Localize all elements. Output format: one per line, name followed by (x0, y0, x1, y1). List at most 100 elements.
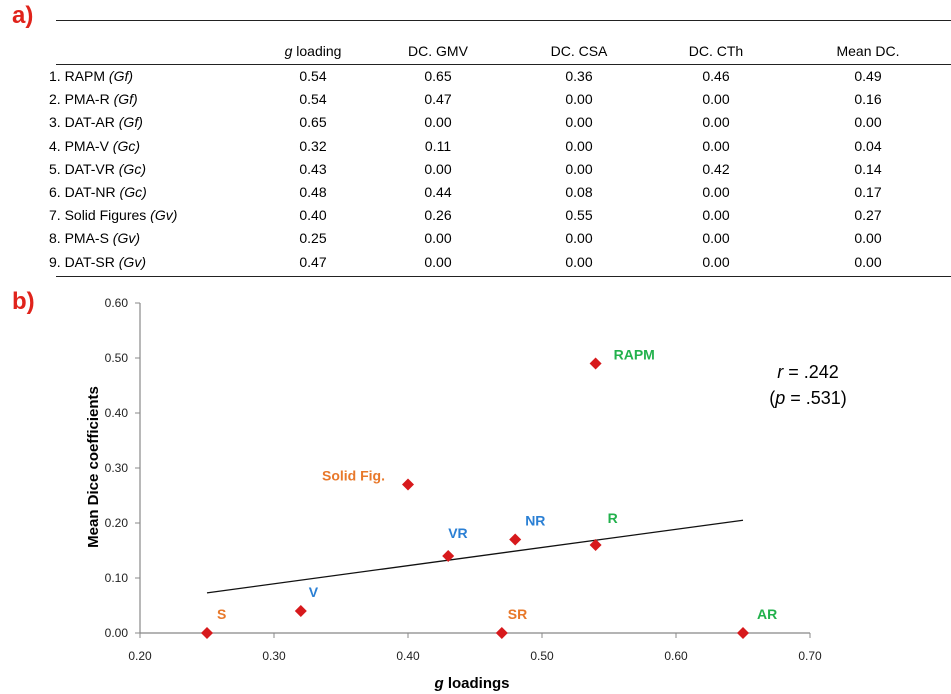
table-cell: 0.16 (854, 91, 882, 108)
row-label: 1. RAPM (Gf) (49, 68, 134, 84)
table-cell: 0.42 (702, 160, 730, 177)
table-cell: 0.00 (854, 230, 882, 247)
data-point (442, 550, 455, 562)
column-header: DC. GMV (408, 43, 468, 59)
x-tick-label: 0.50 (530, 649, 554, 663)
table-cell: 0.00 (565, 114, 593, 131)
table-cell: 0.25 (299, 230, 327, 247)
table-cell: 0.08 (565, 184, 593, 200)
table-cell: 0.00 (424, 253, 452, 270)
table-cell: 0.32 (299, 137, 327, 154)
table-cell: 0.00 (854, 114, 882, 131)
point-label: NR (525, 513, 545, 529)
table-cell: 0.00 (702, 91, 730, 108)
table-cell: 0.65 (299, 114, 327, 131)
x-axis-label: g loadings (433, 675, 509, 692)
y-axis-label: Mean Dice coefficients (85, 386, 102, 548)
row-label: 9. DAT-SR (Gv) (49, 253, 146, 270)
y-tick-label: 0.00 (105, 626, 129, 640)
data-point (201, 627, 213, 639)
y-tick-label: 0.50 (105, 351, 129, 365)
table-cell: 0.48 (299, 184, 327, 200)
table-cell: 0.00 (702, 230, 730, 247)
point-label: VR (448, 525, 467, 541)
data-point (402, 478, 414, 491)
table-cell: 0.00 (565, 137, 593, 154)
table-cell: 0.55 (565, 207, 593, 224)
table-bottom-rule (56, 276, 951, 277)
table-cell: 0.00 (702, 137, 730, 154)
table-cell: 0.00 (565, 230, 593, 247)
panel-b-label: b) (12, 288, 35, 315)
table-cell: 0.00 (424, 114, 452, 131)
table-cell: 0.00 (854, 253, 882, 270)
table-cell: 0.54 (299, 68, 327, 84)
table-cell: 0.14 (854, 160, 882, 177)
table-cell: 0.36 (565, 68, 593, 84)
column-header: Mean DC. (836, 43, 900, 59)
row-label: 2. PMA-R (Gf) (49, 91, 138, 108)
row-label: 5. DAT-VR (Gc) (49, 160, 146, 177)
x-tick-label: 0.20 (128, 649, 152, 663)
table-cell: 0.00 (702, 207, 730, 224)
data-point (589, 357, 602, 370)
row-label: 4. PMA-V (Gc) (49, 137, 141, 154)
table-cell: 0.00 (702, 114, 730, 131)
table-cell: 0.54 (299, 91, 327, 108)
data-point (495, 627, 508, 639)
point-label: SR (508, 606, 527, 622)
data-point (737, 627, 749, 639)
y-tick-label: 0.20 (105, 516, 129, 530)
table-top-rule (56, 20, 951, 21)
table-cell: 0.17 (854, 184, 882, 200)
panel-a-label: a) (12, 2, 34, 29)
column-header: DC. CSA (550, 43, 608, 59)
table-cell: 0.00 (565, 253, 593, 270)
table-cell: 0.11 (424, 137, 452, 154)
point-label: R (608, 510, 618, 526)
column-header: g loading (284, 43, 342, 59)
table-cell: 0.26 (424, 207, 452, 224)
x-tick-label: 0.30 (262, 649, 286, 663)
table-header-rule (56, 64, 951, 65)
table-cell: 0.43 (299, 160, 327, 177)
y-tick-label: 0.10 (105, 571, 129, 585)
row-label: 6. DAT-NR (Gc) (49, 184, 147, 200)
data-point (589, 539, 602, 551)
row-label: 7. Solid Figures (Gv) (49, 207, 178, 224)
table-cell: 0.65 (424, 68, 452, 84)
table-cell: 0.00 (424, 230, 452, 247)
table-cell: 0.04 (854, 137, 882, 154)
column-header: DC. CTh (688, 43, 744, 59)
table-cell: 0.27 (854, 207, 882, 224)
row-label: 3. DAT-AR (Gf) (49, 114, 143, 131)
point-label: RAPM (614, 347, 655, 363)
x-tick-label: 0.70 (798, 649, 822, 663)
table-cell: 0.49 (854, 68, 882, 84)
table-cell: 0.47 (299, 253, 327, 270)
table-cell: 0.47 (424, 91, 452, 108)
table-cell: 0.00 (565, 160, 593, 177)
row-label: 8. PMA-S (Gv) (49, 230, 141, 247)
table-cell: 0.00 (424, 160, 452, 177)
table-cell: 0.00 (702, 253, 730, 270)
y-tick-label: 0.30 (105, 461, 129, 475)
table-cell: 0.40 (299, 207, 327, 224)
point-label: AR (757, 606, 777, 622)
x-tick-label: 0.40 (396, 649, 420, 663)
point-label: S (217, 606, 226, 622)
table-cell: 0.46 (702, 68, 730, 84)
table-cell: 0.44 (424, 184, 452, 200)
x-tick-label: 0.60 (664, 649, 688, 663)
table-cell: 0.00 (565, 91, 593, 108)
y-tick-label: 0.40 (105, 406, 129, 420)
correlation-r-text: r = .242 (777, 362, 839, 382)
point-label: V (309, 584, 319, 600)
point-label: Solid Fig. (322, 468, 385, 484)
data-point (509, 533, 522, 546)
data-point (294, 605, 307, 617)
correlation-p-text: (p = .531) (769, 388, 847, 408)
table-cell: 0.00 (702, 184, 730, 200)
y-tick-label: 0.60 (105, 296, 129, 310)
